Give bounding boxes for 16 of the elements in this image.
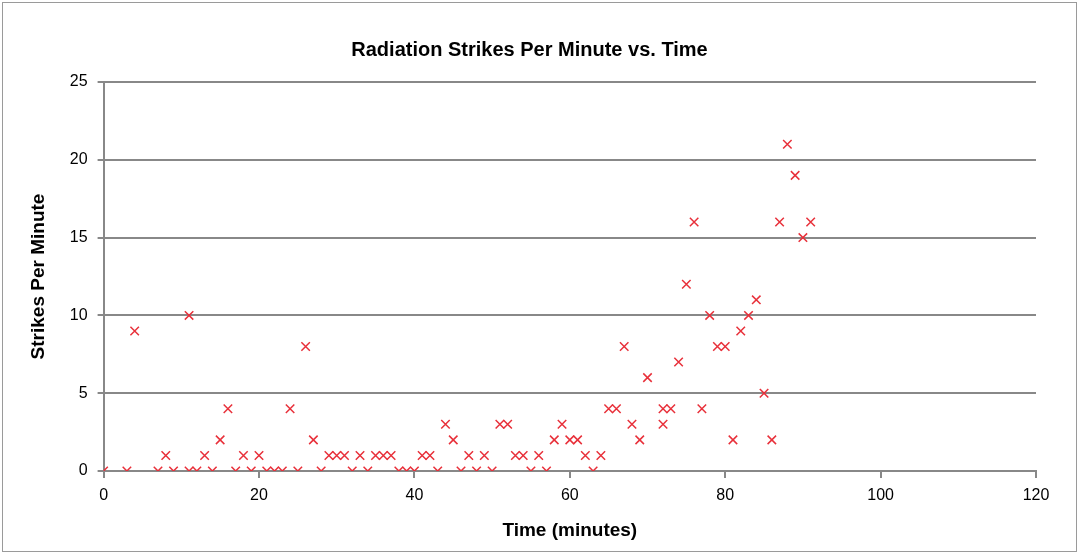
- chart-title: Radiation Strikes Per Minute vs. Time: [351, 37, 708, 60]
- x-tick-label: 20: [250, 486, 268, 504]
- y-tick-label: 20: [69, 150, 88, 168]
- x-tick-label: 0: [99, 486, 109, 504]
- x-tick-label: 40: [405, 486, 424, 504]
- x-tick-label: 60: [560, 486, 579, 504]
- x-tick-label: 100: [867, 486, 895, 504]
- y-tick-label: 5: [78, 383, 88, 401]
- y-axis-title: Strikes Per Minute: [26, 193, 48, 360]
- y-tick-label: 25: [69, 72, 88, 90]
- x-axis-title: Time (minutes): [502, 518, 638, 540]
- y-tick-label: 0: [78, 461, 88, 479]
- y-tick-label: 10: [69, 305, 88, 323]
- x-tick-label: 80: [716, 486, 735, 504]
- y-tick-label: 15: [69, 228, 88, 246]
- x-tick-label: 120: [1022, 486, 1050, 504]
